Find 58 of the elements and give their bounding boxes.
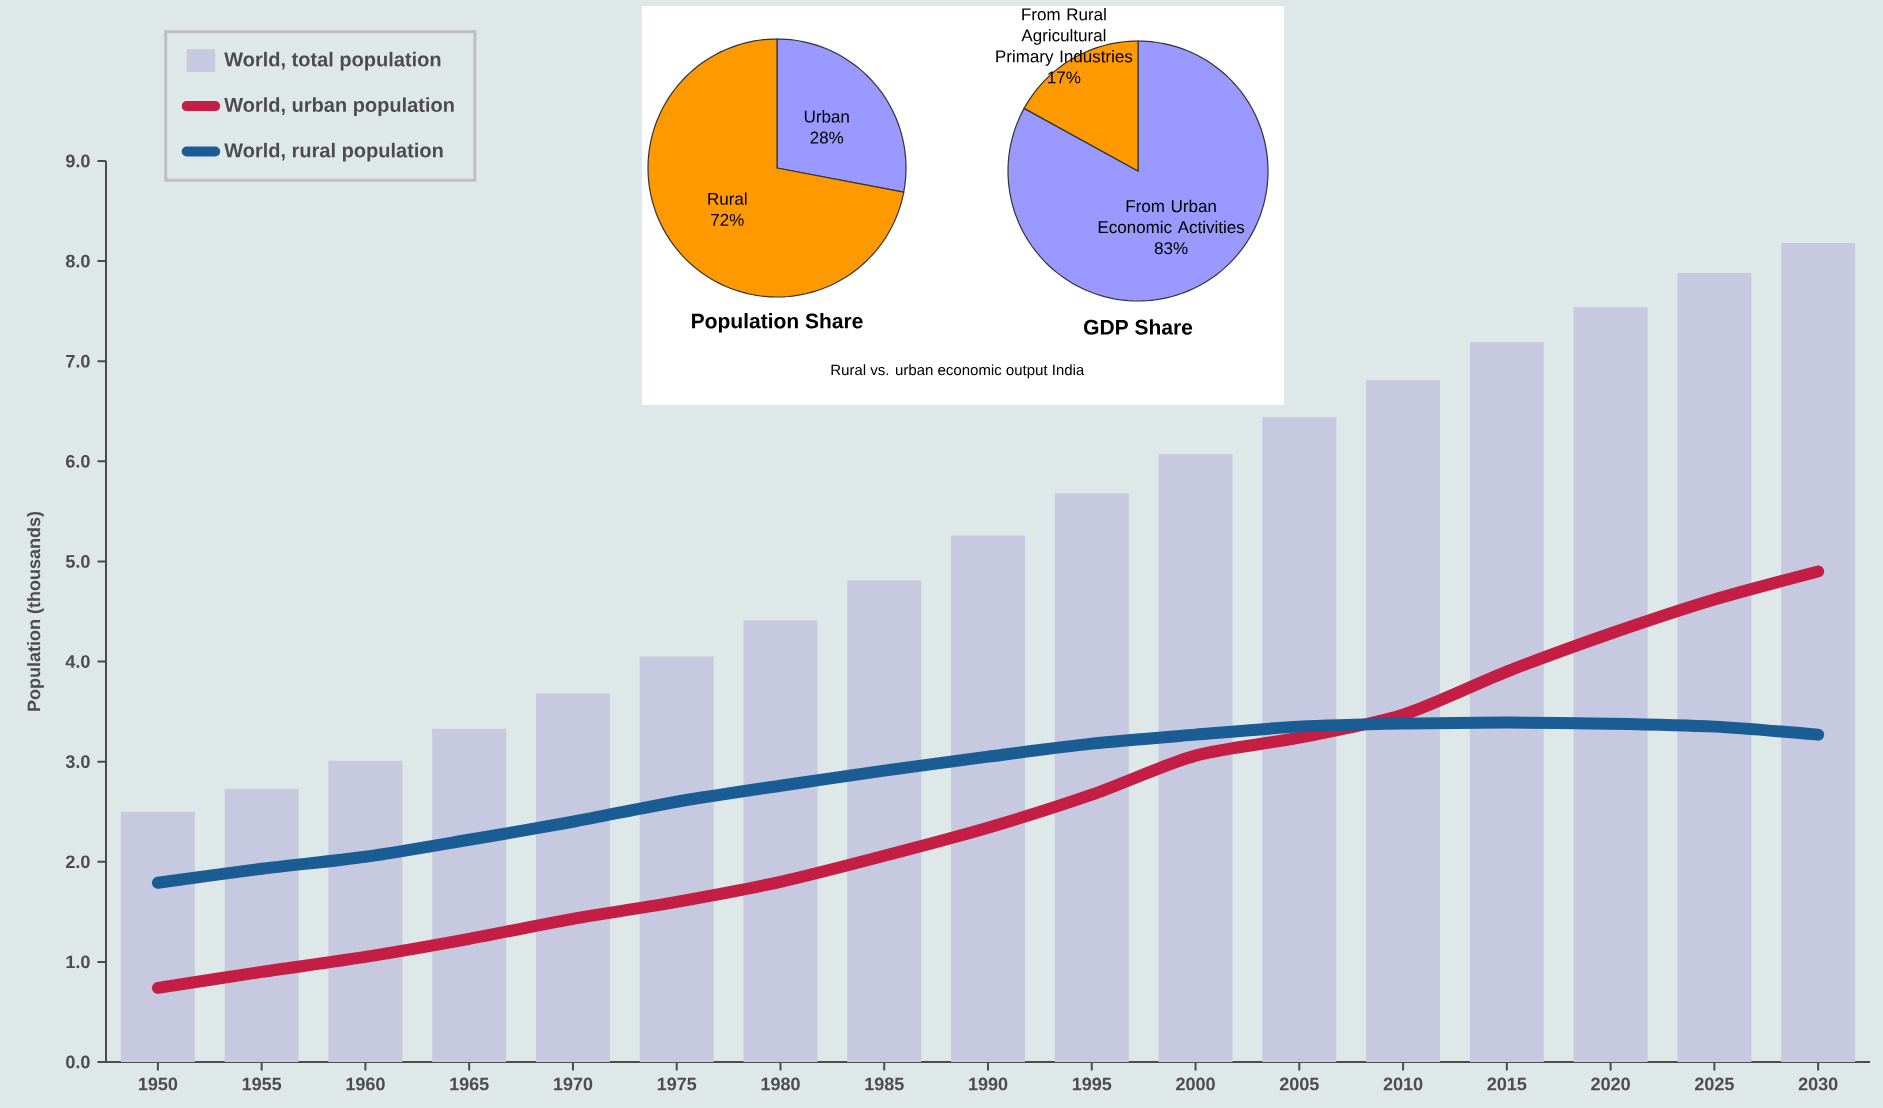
bar: [224, 788, 299, 1062]
legend-label: World, rural population: [224, 142, 443, 162]
bar: [1469, 342, 1544, 1062]
bar: [432, 728, 507, 1062]
x-tick-label: 2025: [1694, 1077, 1734, 1091]
y-tick-label: 0.0: [66, 1055, 90, 1069]
annotation: Rural vs. urban economic output India: [831, 364, 1085, 379]
text: Population Share: [692, 313, 863, 333]
bar: [847, 580, 922, 1062]
bar: [1158, 454, 1233, 1062]
x-tick-label: 1980: [761, 1077, 800, 1091]
x-tick-label: 2020: [1591, 1077, 1630, 1091]
x-tick-label: 1950: [138, 1077, 178, 1091]
x-tick-label: 2015: [1487, 1077, 1527, 1091]
bar: [535, 693, 610, 1062]
y-tick-label: 8.0: [65, 254, 90, 268]
x-tick-label: 2030: [1798, 1077, 1838, 1091]
text: GDP Share: [1084, 319, 1193, 335]
bar: [1677, 273, 1752, 1062]
legend-label: World, total population: [224, 51, 441, 71]
y-tick-label: 6.0: [66, 454, 90, 468]
bar: [951, 535, 1026, 1062]
bar: [1054, 493, 1129, 1062]
bar: [1366, 380, 1441, 1062]
y-tick-label: 5.0: [65, 555, 90, 568]
slice-label: Urban: [804, 110, 849, 123]
x-tick-label: 2005: [1279, 1077, 1319, 1091]
slice-label: From Urban Economic Activities: [1098, 199, 1245, 234]
y-axis-title: Population (thousands): [27, 511, 44, 711]
data-label: 28%: [810, 131, 844, 144]
bar: [1262, 417, 1337, 1062]
y-tick-label: 4.0: [65, 655, 90, 668]
x-tick-label: 1960: [346, 1077, 385, 1091]
x-tick-label: 1985: [865, 1077, 904, 1091]
x-tick-label: 1970: [554, 1077, 593, 1091]
data-label: 72%: [711, 213, 744, 226]
y-tick-label: 2.0: [66, 855, 90, 869]
y-tick-label: 7.0: [66, 354, 90, 368]
data-label: 17%: [1048, 71, 1081, 84]
data-label: 83%: [1154, 242, 1188, 255]
x-tick-label: 1955: [242, 1077, 282, 1091]
x-tick-label: 1990: [969, 1077, 1008, 1091]
y-tick-label: 1.0: [66, 955, 90, 969]
bar: [639, 656, 714, 1062]
x-tick-label: 2000: [1176, 1077, 1215, 1091]
legend-label: World, urban population: [224, 97, 454, 116]
x-tick-label: 2010: [1383, 1077, 1423, 1091]
slice-label: Rural: [708, 192, 747, 205]
x-tick-label: 1995: [1072, 1077, 1112, 1091]
bar: [120, 811, 195, 1062]
x-tick-label: 1975: [657, 1077, 697, 1091]
y-tick-label: 3.0: [65, 755, 90, 769]
bar: [1781, 243, 1856, 1062]
y-tick-label: 9.0: [66, 154, 90, 168]
x-tick-label: 1965: [450, 1077, 489, 1091]
bar: [743, 620, 818, 1062]
bar: [1573, 307, 1648, 1062]
bar: [328, 760, 403, 1062]
